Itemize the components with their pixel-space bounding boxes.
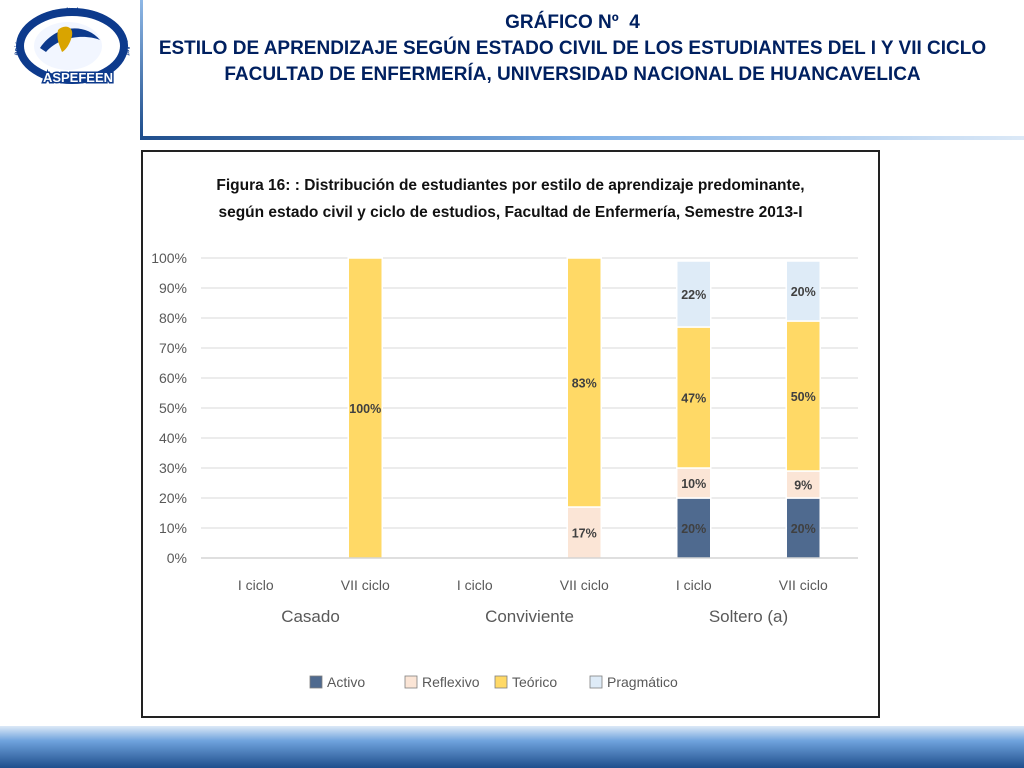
header-divider [140, 136, 1024, 140]
legend-label: Activo [327, 674, 365, 690]
data-label: 22% [681, 288, 706, 302]
legend-swatch [589, 675, 603, 689]
x-tick-label: VII ciclo [560, 577, 609, 593]
group-label: Soltero (a) [709, 607, 788, 626]
legend-swatch [494, 675, 508, 689]
legend-label: Reflexivo [422, 674, 480, 690]
x-tick-label: I ciclo [457, 577, 493, 593]
legend-swatch [404, 675, 418, 689]
bar-segment-teórico [347, 257, 383, 559]
swoosh-icon [40, 28, 100, 52]
chart-title: Figura 16: : Distribución de estudiantes… [143, 172, 878, 226]
bar-segment-reflexivo [566, 506, 602, 559]
logo: Asociación Peruana de Facultades y Escue… [0, 0, 143, 88]
data-label: 20% [681, 522, 706, 536]
data-label: 10% [681, 477, 706, 491]
data-label: 20% [791, 285, 816, 299]
group-label: Conviviente [485, 607, 574, 626]
footer-bar [0, 726, 1024, 768]
bar-segment-teórico [785, 320, 821, 472]
aspefeen-logo: Asociación Peruana de Facultades y Escue… [0, 0, 138, 87]
data-label: 47% [681, 392, 706, 406]
data-label: 100% [349, 402, 381, 416]
y-tick-label: 20% [159, 490, 187, 506]
logo-acronym: ASPEFEEN [43, 70, 113, 85]
y-tick-label: 70% [159, 340, 187, 356]
data-label: 83% [572, 377, 597, 391]
data-label: 50% [791, 390, 816, 404]
bar-segment-teórico [566, 257, 602, 508]
x-tick-label: I ciclo [676, 577, 712, 593]
y-tick-label: 100% [151, 250, 187, 266]
data-label: 17% [572, 527, 597, 541]
chart-title-line-1: Figura 16: : Distribución de estudiantes… [216, 177, 805, 194]
chart-frame: Figura 16: : Distribución de estudiantes… [141, 150, 880, 718]
x-tick-label: VII ciclo [341, 577, 390, 593]
x-tick-label: I ciclo [238, 577, 274, 593]
y-tick-label: 50% [159, 400, 187, 416]
header-divider-vertical [140, 0, 143, 136]
slide-title: GRÁFICO Nº 4 ESTILO DE APRENDIZAJE SEGÚN… [150, 10, 995, 88]
data-label: 9% [794, 479, 812, 493]
legend-label: Teórico [512, 674, 557, 690]
chart-title-line-2: según estado civil y ciclo de estudios, … [218, 204, 803, 221]
slide-title-text: ESTILO DE APRENDIZAJE SEGÚN ESTADO CIVIL… [158, 38, 987, 85]
y-tick-label: 90% [159, 280, 187, 296]
legend-swatch [309, 675, 323, 689]
y-tick-label: 10% [159, 520, 187, 536]
bar-segment-reflexivo [785, 470, 821, 499]
y-tick-label: 40% [159, 430, 187, 446]
data-label: 20% [791, 522, 816, 536]
group-label: Casado [281, 607, 340, 626]
y-tick-label: 30% [159, 460, 187, 476]
bar-segment-pragmático [676, 260, 712, 328]
stacked-bar-chart: 0% 10% 20% 30% 40% 50% 60% 70% 80% 90% 100% 100% 17%… [151, 250, 858, 690]
map-peru-icon [57, 26, 73, 52]
y-tick-label: 80% [159, 310, 187, 326]
y-tick-label: 60% [159, 370, 187, 386]
legend-label: Pragmático [607, 674, 678, 690]
y-tick-label: 0% [167, 550, 187, 566]
slide-title-number: GRÁFICO Nº 4 [505, 12, 640, 33]
bar-segment-pragmático [785, 260, 821, 322]
x-tick-label: VII ciclo [779, 577, 828, 593]
